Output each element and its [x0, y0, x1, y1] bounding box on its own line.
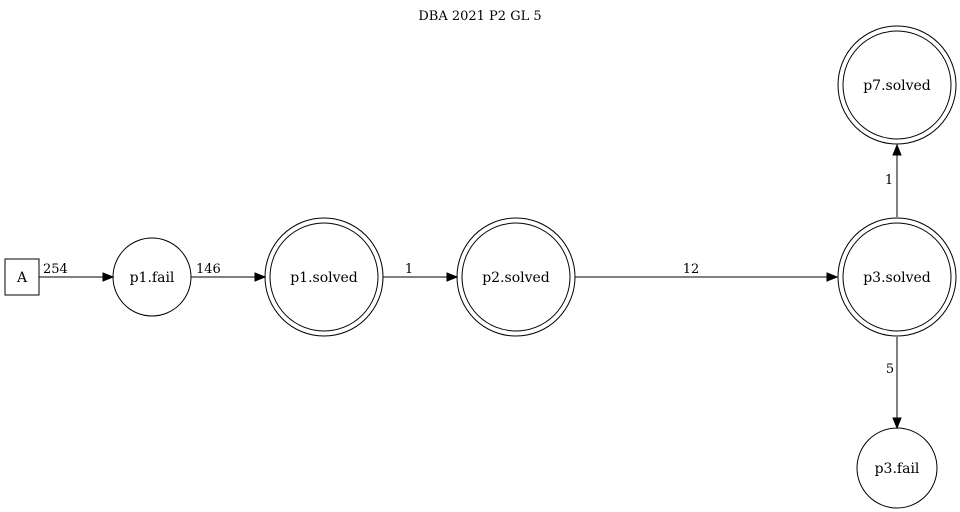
node-p3-solved: p3.solved [837, 217, 957, 337]
node-p1-solved-label: p1.solved [290, 270, 358, 286]
node-p3-fail-label: p3.fail [875, 461, 920, 477]
node-p1-fail: p1.fail [112, 237, 192, 317]
edge-label-p2-solved-to-p3-solved: 12 [683, 262, 700, 277]
edge-label-p1-fail-to-p1-solved: 146 [196, 262, 221, 277]
node-p3-fail: p3.fail [856, 427, 938, 509]
edge-p1-fail-to-p1-solved: 146 [191, 262, 267, 282]
node-p1-fail-label: p1.fail [130, 270, 175, 286]
edge-p1-solved-to-p2-solved: 1 [383, 262, 459, 282]
node-a-label: A [16, 270, 28, 286]
edge-p3-solved-to-p3-fail: 5 [886, 337, 902, 430]
edge-label-p1-solved-to-p2-solved: 1 [405, 262, 413, 277]
diagram-title: DBA 2021 P2 GL 5 [418, 9, 541, 24]
node-p3-solved-label: p3.solved [863, 270, 931, 286]
node-a: A [4, 258, 40, 296]
node-p1-solved: p1.solved [264, 217, 384, 337]
edge-label-p3-solved-to-p3-fail: 5 [886, 362, 894, 377]
edge-p3-solved-to-p7-solved: 1 [885, 143, 902, 217]
node-p2-solved: p2.solved [456, 217, 576, 337]
node-p7-solved: p7.solved [837, 25, 957, 145]
node-p2-solved-label: p2.solved [482, 270, 550, 286]
edge-label-p3-solved-to-p7-solved: 1 [885, 173, 893, 188]
edge-a-to-p1-fail: 254 [39, 262, 115, 282]
node-p7-solved-label: p7.solved [863, 78, 931, 94]
edge-p2-solved-to-p3-solved: 12 [575, 262, 839, 282]
edge-label-a-to-p1-fail: 254 [43, 262, 68, 277]
